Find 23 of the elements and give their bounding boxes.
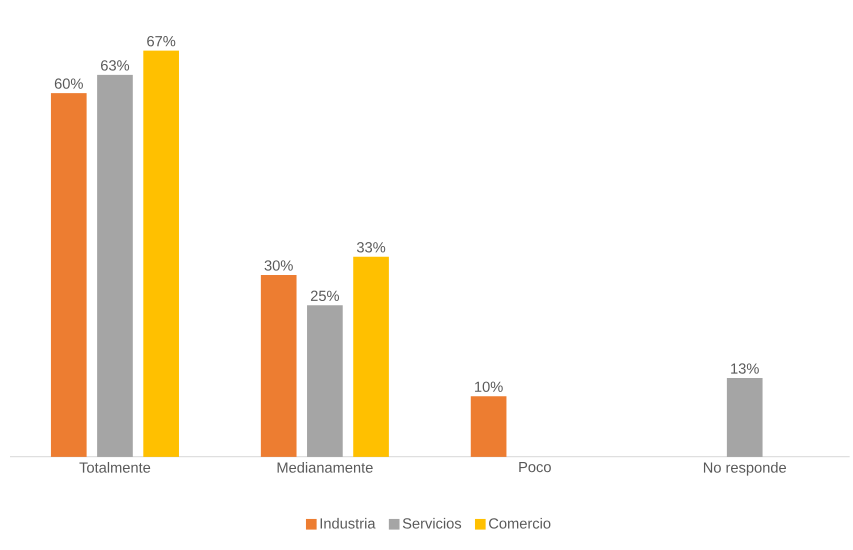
bar bbox=[260, 275, 297, 457]
x-tick-label: Totalmente bbox=[79, 462, 150, 473]
data-label: 67% bbox=[147, 36, 176, 46]
data-label: 63% bbox=[101, 60, 130, 71]
data-label: 30% bbox=[264, 260, 293, 271]
x-tick-label: Poco bbox=[519, 462, 551, 472]
data-label: 33% bbox=[356, 242, 386, 253]
legend-label: Comercio bbox=[489, 518, 550, 529]
bar bbox=[307, 305, 343, 457]
legend-label: Industria bbox=[320, 518, 376, 529]
bar bbox=[353, 256, 389, 457]
bar bbox=[50, 93, 87, 457]
data-label: 10% bbox=[475, 382, 503, 392]
data-label: 60% bbox=[54, 78, 83, 89]
legend-label: Servicios bbox=[402, 518, 462, 529]
data-label: 25% bbox=[310, 290, 340, 302]
x-tick-label: No responde bbox=[704, 462, 786, 476]
data-label: 13% bbox=[731, 363, 759, 374]
bar bbox=[726, 378, 763, 457]
bar bbox=[143, 50, 179, 457]
x-tick-label: Medianamente bbox=[278, 462, 373, 473]
bar bbox=[97, 74, 133, 457]
bar bbox=[470, 396, 506, 457]
